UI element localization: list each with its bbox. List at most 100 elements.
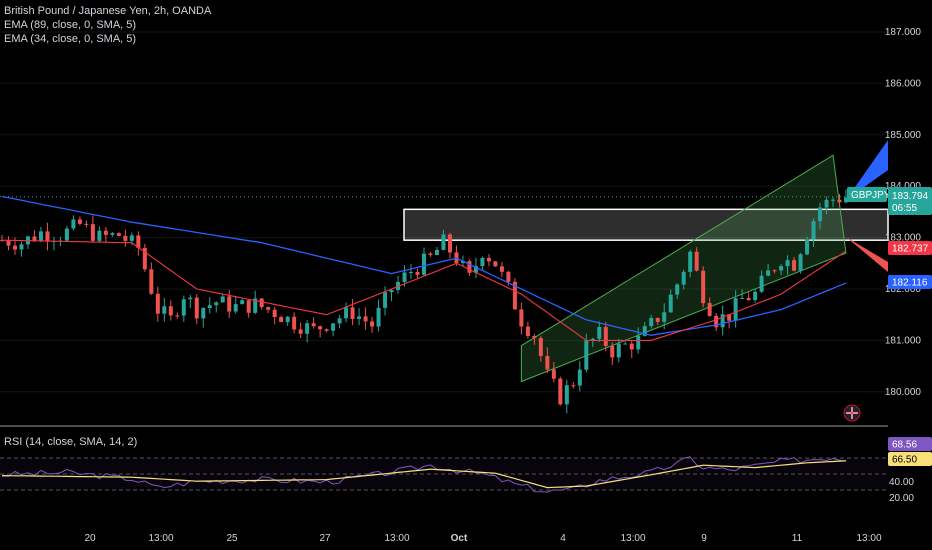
channel-fill[interactable] [520, 154, 847, 383]
candle-body [337, 318, 342, 324]
time-tick-label: Oct [451, 533, 468, 544]
candle-body [532, 336, 537, 339]
ema-34-tag: 182.737 [888, 241, 932, 255]
candle-body [415, 272, 420, 275]
rsi-value-tag: 68.56 [888, 437, 932, 451]
candle-body [136, 235, 141, 248]
time-tick-label: 4 [560, 533, 566, 544]
candle-body [116, 233, 121, 236]
candle-body [207, 305, 212, 309]
candle-body [785, 260, 790, 267]
time-tick-label: 27 [319, 533, 331, 544]
candle-body [227, 296, 232, 312]
candle-body [422, 253, 426, 275]
candle-body [590, 338, 595, 341]
candle-body [357, 316, 362, 319]
rsi-pane [0, 456, 888, 493]
candle-body [447, 234, 452, 253]
candle-body [486, 257, 491, 262]
candle-body [779, 266, 784, 271]
ema-34-path [1, 239, 847, 341]
candle-body [149, 269, 154, 294]
candle-body [155, 293, 160, 314]
candle-body [662, 312, 667, 322]
candle-body [97, 230, 102, 241]
candle-body [538, 338, 543, 356]
resistance-zone[interactable] [403, 208, 889, 241]
candle-body [681, 271, 686, 285]
candle-body [285, 316, 290, 323]
candle-body [90, 224, 95, 241]
candle-body [467, 261, 472, 273]
candle-body [740, 298, 745, 300]
candle-body [409, 272, 414, 274]
ema-89-legend[interactable]: EMA (89, close, 0, SMA, 5) [4, 19, 137, 31]
candle-body [655, 317, 660, 322]
time-tick-label: 9 [701, 533, 707, 544]
candle-body [240, 300, 245, 305]
candle-body [194, 297, 199, 319]
candle-body [766, 270, 771, 276]
flag-icon[interactable] [843, 404, 861, 422]
bullish-projection-arrow[interactable] [846, 140, 888, 200]
candle-body [818, 207, 823, 222]
candle-body [460, 261, 465, 263]
svg-text:183.794: 183.794 [892, 191, 929, 202]
resistance-zone-box[interactable] [403, 208, 889, 241]
candle-body [597, 326, 602, 339]
ema-34-legend[interactable]: EMA (34, close, 0, SMA, 5) [4, 33, 137, 45]
candle-body [545, 355, 550, 370]
candle-body [383, 292, 388, 308]
candle-body [71, 219, 76, 229]
time-axis[interactable]: 20 13:00 25 27 13:00 Oct 4 13:00 9 11 13:00 [84, 533, 882, 544]
candle-body [311, 323, 316, 327]
candle-body [720, 314, 725, 328]
price-tick-label: 183.000 [885, 233, 922, 244]
svg-text:66.50: 66.50 [892, 455, 917, 466]
candle-body [753, 291, 758, 301]
candle-body [214, 302, 219, 306]
candle-body [389, 290, 394, 293]
candle-body [642, 326, 647, 336]
ema-89-line [1, 195, 847, 336]
candle-body [512, 281, 517, 310]
candle-body [701, 270, 706, 304]
svg-text:GBPJPY: GBPJPY [851, 190, 891, 201]
candle-body [493, 261, 498, 267]
rsi-ma-tag: 66.50 [888, 452, 932, 466]
projection-arrows[interactable] [846, 140, 888, 272]
candle-body [201, 308, 206, 319]
candle-body [688, 251, 693, 272]
candle-body [844, 197, 848, 203]
price-tick-label: 187.000 [885, 27, 922, 38]
candle-body [272, 309, 277, 317]
symbol-title[interactable]: British Pound / Japanese Yen, 2h, OANDA [4, 5, 212, 17]
candle-body [162, 306, 167, 314]
time-tick-label: 13:00 [148, 533, 173, 544]
price-channel[interactable] [520, 154, 847, 383]
candle-body [831, 199, 836, 201]
candle-body [616, 343, 621, 358]
candle-body [142, 247, 147, 270]
candle-body [707, 303, 712, 316]
candle-body [259, 298, 264, 308]
candle-body [727, 314, 732, 321]
chart-legend: British Pound / Japanese Yen, 2h, OANDA … [4, 4, 211, 46]
candle-body [363, 316, 368, 322]
candle-body [175, 315, 180, 317]
svg-text:182.116: 182.116 [892, 278, 928, 289]
rsi-legend[interactable]: RSI (14, close, SMA, 14, 2) [4, 436, 138, 448]
bearish-projection-arrow[interactable] [846, 237, 888, 272]
candle-body [402, 272, 407, 283]
candle-body [370, 321, 375, 327]
time-tick-label: 20 [84, 533, 96, 544]
price-axis[interactable]: 187.000 186.000 185.000 184.000 183.000 182.0… [885, 27, 922, 504]
candle-body [584, 340, 589, 370]
candle-body [571, 385, 576, 387]
symbol-tag: GBPJPY [847, 187, 891, 202]
candle-body [499, 266, 504, 272]
candle-body [506, 271, 511, 282]
